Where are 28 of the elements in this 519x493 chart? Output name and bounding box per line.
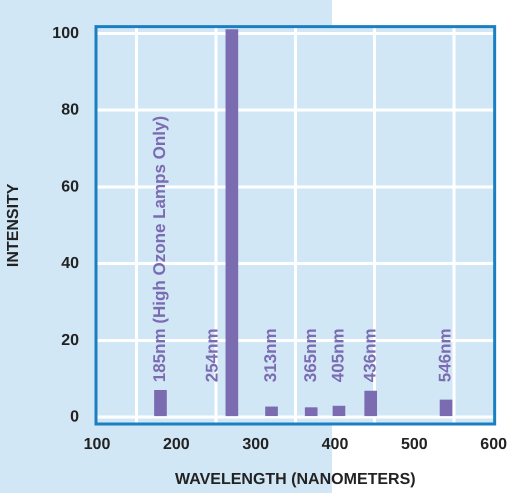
- x-tick-label: 500: [400, 436, 428, 454]
- annotation: 405nm: [328, 328, 348, 382]
- bar: [265, 406, 278, 416]
- annotation: 313nm: [261, 328, 280, 382]
- x-tick-label: 600: [480, 436, 508, 454]
- bar: [364, 390, 378, 416]
- bar: [154, 390, 167, 416]
- x-tick-label: 200: [162, 436, 190, 454]
- annotation: 254nm: [202, 328, 222, 382]
- bar: [226, 29, 238, 416]
- bar: [332, 406, 346, 416]
- annotation: 365nm: [300, 328, 320, 382]
- bar: [304, 407, 318, 416]
- annotation: 185nm (High Ozone Lamps Only): [150, 116, 170, 382]
- x-tick-label: 300: [242, 436, 270, 454]
- y-tick-label: 0: [70, 408, 80, 426]
- y-tick-label: 60: [61, 178, 80, 196]
- annotation: 436nm: [360, 328, 380, 382]
- y-axis-title: INTENSITY: [5, 183, 22, 268]
- y-tick-label: 100: [52, 24, 80, 42]
- y-tick-label: 20: [61, 332, 80, 349]
- x-axis-title: WAVELENGTH (NANOMETERS): [175, 470, 416, 488]
- annotation: 546nm: [436, 328, 455, 382]
- y-tick-label: 80: [61, 102, 80, 119]
- x-tick-label: 100: [84, 436, 110, 454]
- x-tick-label: 400: [322, 436, 348, 454]
- y-tick-label: 40: [61, 255, 80, 272]
- bar: [440, 400, 452, 416]
